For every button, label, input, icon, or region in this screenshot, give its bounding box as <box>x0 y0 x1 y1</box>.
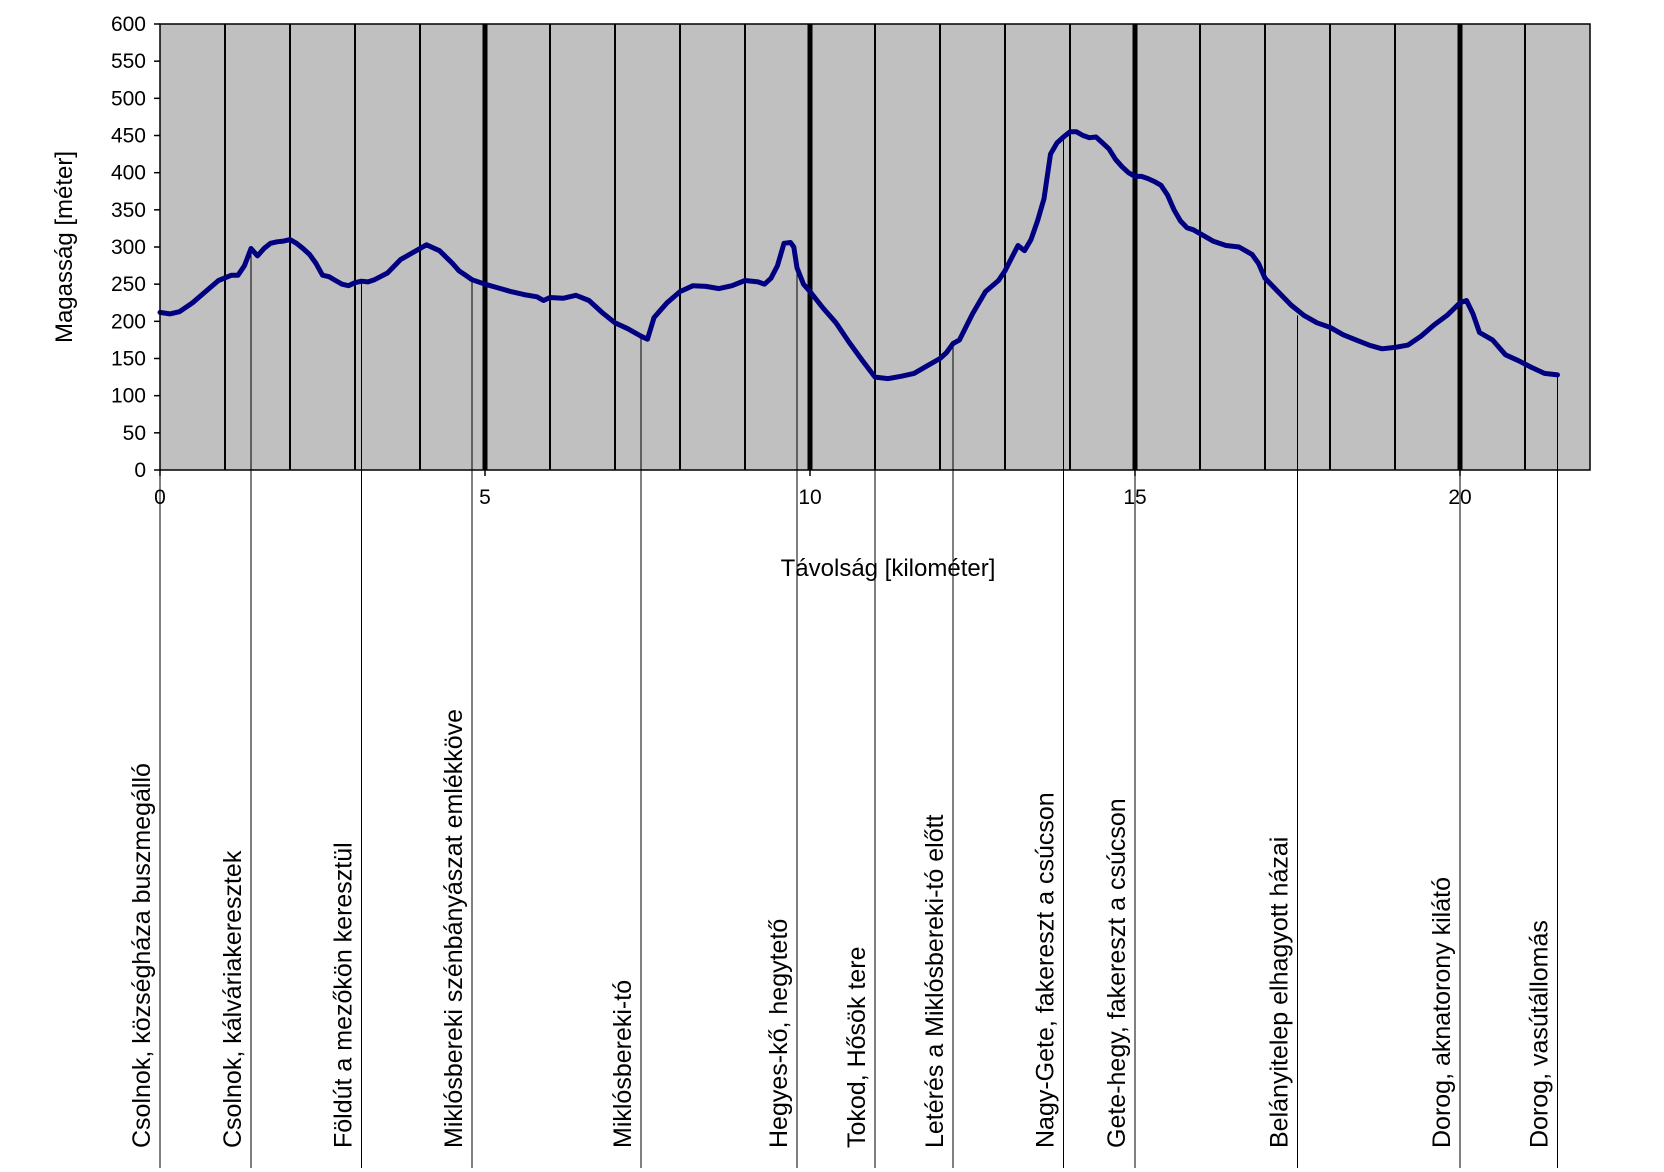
waypoint-labels: Csolnok, községháza buszmegálló Csolnok, … <box>128 709 1554 1148</box>
y-axis-ticks: 0 50 100 150 200 250 300 350 400 450 500 550 600 <box>111 13 160 482</box>
elevation-line <box>157 129 1560 382</box>
y-tick-label: 600 <box>111 13 146 36</box>
x-tick-label: 0 <box>154 486 166 509</box>
waypoint-label-1: Csolnok, községháza buszmegálló <box>128 763 156 1148</box>
x-axis-ticks: 0 5 10 15 20 <box>154 470 1472 509</box>
waypoint-label-3: Földút a mezőkön keresztül <box>330 842 358 1148</box>
waypoint-label-9: Nagy-Gete, fakereszt a csúcson <box>1032 792 1060 1148</box>
x-tick-label: 5 <box>479 486 491 509</box>
waypoint-label-11: Belányitelep elhagyott házai <box>1266 837 1294 1148</box>
waypoint-label-2: Csolnok, kálváriakeresztek <box>219 850 247 1148</box>
y-tick-label: 100 <box>111 385 146 408</box>
waypoint-lines <box>159 136 1558 1168</box>
x-tick-label: 10 <box>798 486 821 509</box>
waypoint-label-5: Miklósbereki-tó <box>609 980 637 1148</box>
waypoint-label-12: Dorog, aknatorony kilátó <box>1428 877 1456 1148</box>
y-tick-label: 300 <box>111 236 146 259</box>
waypoint-label-4: Miklósbereki szénbányászat emlékköve <box>440 709 468 1148</box>
y-tick-label: 350 <box>111 199 146 222</box>
y-axis-title: Magasság [méter] <box>51 151 78 343</box>
waypoint-label-8: Letérés a Miklósbereki-tó előtt <box>921 814 949 1148</box>
y-tick-label: 550 <box>111 50 146 73</box>
x-tick-label: 15 <box>1123 486 1146 509</box>
y-tick-label: 200 <box>111 310 146 333</box>
y-tick-label: 400 <box>111 162 146 185</box>
x-axis-title: Távolság [kilométer] <box>781 555 996 582</box>
y-tick-label: 450 <box>111 125 146 148</box>
y-tick-label: 500 <box>111 87 146 110</box>
waypoint-label-10: Gete-hegy, fakereszt a csúcson <box>1103 798 1131 1148</box>
y-tick-label: 250 <box>111 273 146 296</box>
x-tick-label: 20 <box>1448 486 1471 509</box>
y-tick-label: 150 <box>111 348 146 371</box>
y-tick-label: 50 <box>123 422 146 445</box>
waypoint-label-13: Dorog, vasútállomás <box>1526 920 1554 1148</box>
waypoint-label-6: Hegyes-kő, hegytető <box>765 919 793 1148</box>
waypoint-label-7: Tokod, Hősök tere <box>843 947 871 1149</box>
y-tick-label: 0 <box>134 459 146 482</box>
